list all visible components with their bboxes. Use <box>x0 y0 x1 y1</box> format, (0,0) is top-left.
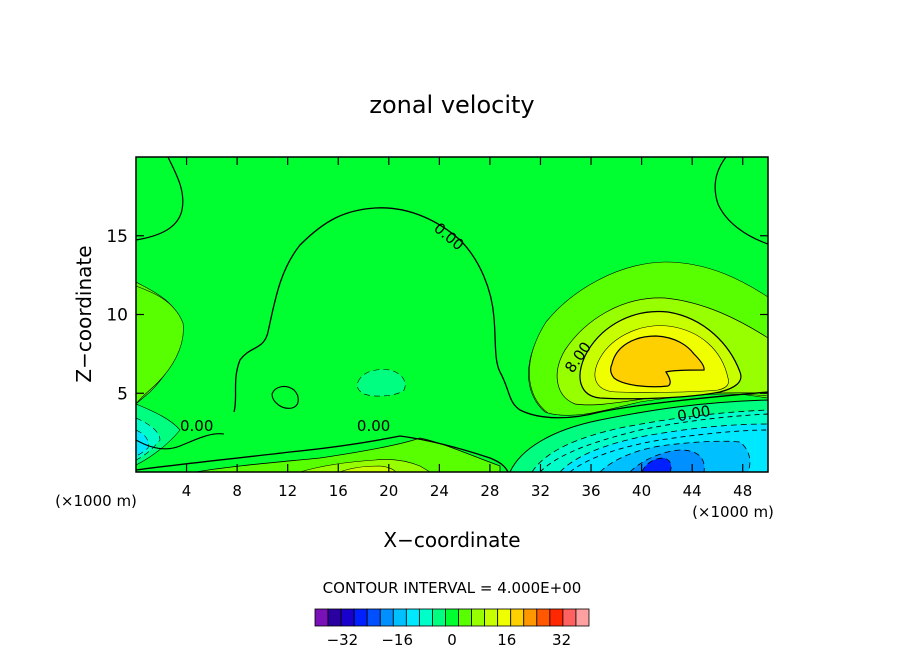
colorbar-swatch-5 <box>379 608 394 627</box>
x-tick-label-0: 4 <box>182 482 192 500</box>
colorbar-tick-label-0: −32 <box>327 631 359 649</box>
colorbar-swatch-4 <box>366 608 381 627</box>
x-axis-label: X−coordinate <box>383 528 520 552</box>
colorbar-tick-label-4: 32 <box>552 631 571 649</box>
x-tick-label-4: 20 <box>379 482 398 500</box>
contour-zero-small-loop <box>271 385 299 409</box>
colorbar-swatch-10 <box>445 608 459 627</box>
x-tick-label-5: 24 <box>430 482 449 500</box>
colorbar-swatch-19 <box>562 608 577 627</box>
plot-field <box>136 157 768 472</box>
y-tick-label-0: 5 <box>117 384 128 404</box>
y-axis-label: Z−coordinate <box>72 245 96 382</box>
contour-interval-label: CONTOUR INTERVAL = 4.000E+00 <box>323 579 582 597</box>
colorbar-tick-label-1: −16 <box>381 631 413 649</box>
x-tick-label-11: 48 <box>733 482 752 500</box>
x-tick-label-8: 36 <box>581 482 600 500</box>
colorbar-swatch-18 <box>549 608 564 627</box>
contour-label-2: 0.00 <box>180 417 213 435</box>
x-axis-ticks: 4 8 12 16 20 24 28 32 36 40 44 48 <box>182 157 752 500</box>
x-tick-label-10: 44 <box>683 482 702 500</box>
contour-label-3: 0.00 <box>357 417 390 435</box>
colorbar-swatch-14 <box>497 608 512 627</box>
colorbar-swatch-13 <box>484 608 499 627</box>
field-positive-strip-bottom <box>195 437 501 472</box>
colorbar-swatch-15 <box>510 608 525 627</box>
x-unit-label-left: (×1000 m) <box>55 492 137 510</box>
y-tick-label-2: 15 <box>106 227 128 247</box>
colorbar-swatch-16 <box>523 608 538 627</box>
colorbar-swatch-6 <box>392 608 407 627</box>
chart-title: zonal velocity <box>369 91 534 119</box>
contour-zero-dome <box>233 207 768 419</box>
x-tick-label-6: 28 <box>480 482 499 500</box>
contour-zero-upper-left <box>136 157 184 241</box>
contour-zero-upper-right <box>714 157 768 245</box>
contour-zero-lower <box>136 435 509 472</box>
x-unit-label-right: (×1000 m) <box>692 503 774 521</box>
x-tick-label-3: 16 <box>329 482 348 500</box>
colorbar-tick-label-3: 16 <box>497 631 516 649</box>
field-left-positive <box>136 285 184 405</box>
field-positive-strip-bottom-2 <box>299 459 431 472</box>
colorbar-swatch-3 <box>353 608 368 627</box>
contour-negative-dash-1 <box>539 413 768 472</box>
colorbar-swatch-7 <box>405 608 420 627</box>
colorbar-swatch-20 <box>575 608 590 627</box>
field-negative-core <box>641 457 672 472</box>
x-tick-label-1: 8 <box>232 482 242 500</box>
colorbar-swatch-12 <box>471 608 486 627</box>
field-negative-blob-middle <box>356 369 406 397</box>
colorbar-swatch-2 <box>340 608 355 627</box>
colorbar-swatch-9 <box>432 608 446 627</box>
y-tick-label-1: 10 <box>106 306 128 326</box>
contour-label-4: 0.00 <box>676 402 712 426</box>
colorbar: −32 −16 0 16 32 <box>314 608 590 649</box>
x-tick-label-9: 40 <box>632 482 651 500</box>
colorbar-tick-label-2: 0 <box>447 631 457 649</box>
colorbar-swatch-0 <box>314 608 329 627</box>
x-tick-label-7: 32 <box>531 482 550 500</box>
y-axis-ticks: 5 10 15 <box>106 227 768 404</box>
colorbar-swatch-17 <box>536 608 551 627</box>
colorbar-swatch-11 <box>458 608 472 627</box>
x-tick-label-2: 12 <box>278 482 297 500</box>
field-positive-core <box>610 335 705 388</box>
field-positive-strip-bottom-3 <box>339 465 397 472</box>
contour-zero-left-low <box>136 433 225 450</box>
colorbar-swatch-8 <box>418 608 433 627</box>
colorbar-swatch-1 <box>327 608 342 627</box>
